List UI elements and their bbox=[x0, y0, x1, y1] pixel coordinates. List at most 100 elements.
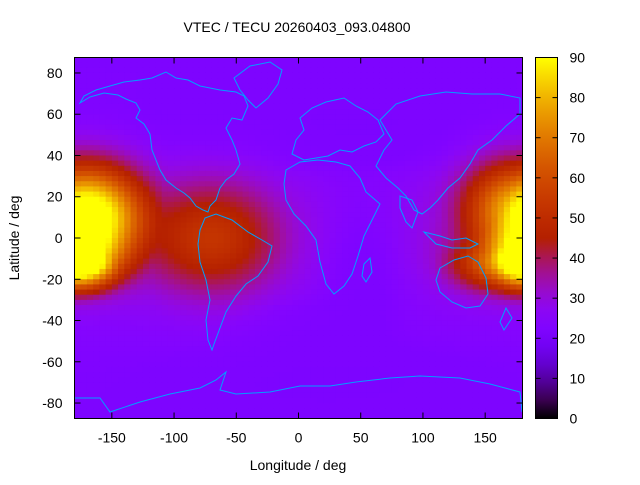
heatmap-cell bbox=[80, 160, 88, 167]
heatmap-cell bbox=[130, 186, 138, 193]
heatmap-cell bbox=[261, 387, 268, 394]
heatmap-cell bbox=[180, 191, 188, 198]
heatmap-cell bbox=[93, 98, 100, 105]
heatmap-cell bbox=[155, 310, 163, 316]
heatmap-cell bbox=[230, 62, 237, 69]
heatmap-cell bbox=[360, 279, 368, 286]
heatmap-cell bbox=[130, 341, 138, 347]
heatmap-cell bbox=[422, 119, 430, 126]
heatmap-cell bbox=[385, 382, 393, 389]
heatmap-cell bbox=[429, 212, 436, 218]
heatmap-cell bbox=[454, 88, 461, 95]
heatmap-cell bbox=[242, 160, 250, 167]
heatmap-cell bbox=[503, 382, 511, 389]
heatmap-cell bbox=[217, 372, 225, 378]
heatmap-cell bbox=[304, 279, 312, 286]
heatmap-cell bbox=[111, 201, 119, 208]
heatmap-cell bbox=[447, 397, 455, 404]
heatmap-cell bbox=[298, 305, 306, 311]
heatmap-cell bbox=[80, 150, 88, 157]
heatmap-cell bbox=[416, 408, 424, 414]
heatmap-cell bbox=[516, 129, 523, 136]
heatmap-cell bbox=[86, 201, 94, 208]
heatmap-cell bbox=[323, 165, 331, 172]
heatmap-cell bbox=[348, 248, 356, 255]
heatmap-cell bbox=[391, 83, 399, 90]
heatmap-cell bbox=[248, 170, 256, 177]
heatmap-cell bbox=[385, 284, 393, 291]
heatmap-cell bbox=[435, 201, 443, 208]
heatmap-cell bbox=[217, 382, 225, 389]
heatmap-cell bbox=[342, 78, 349, 84]
heatmap-cell bbox=[261, 150, 268, 157]
heatmap-cell bbox=[354, 98, 362, 105]
heatmap-cell bbox=[142, 181, 150, 188]
heatmap-cell bbox=[205, 315, 212, 322]
heatmap-cell bbox=[435, 145, 443, 151]
heatmap-cell bbox=[310, 243, 318, 249]
heatmap-cell bbox=[460, 176, 468, 182]
heatmap-cell bbox=[379, 263, 387, 270]
heatmap-cell bbox=[236, 299, 244, 306]
heatmap-cell bbox=[323, 356, 331, 363]
heatmap-cell bbox=[329, 207, 337, 213]
heatmap-cell bbox=[503, 289, 511, 296]
heatmap-cell bbox=[186, 382, 194, 389]
heatmap-cell bbox=[136, 253, 144, 260]
heatmap-cell bbox=[485, 129, 492, 136]
heatmap-cell bbox=[236, 62, 244, 69]
heatmap-cell bbox=[99, 382, 107, 389]
heatmap-cell bbox=[279, 232, 287, 239]
heatmap-cell bbox=[223, 397, 231, 404]
heatmap-cell bbox=[454, 155, 461, 162]
heatmap-cell bbox=[391, 119, 399, 126]
heatmap-cell bbox=[286, 114, 293, 120]
heatmap-cell bbox=[105, 335, 113, 342]
heatmap-cell bbox=[192, 103, 200, 110]
heatmap-cell bbox=[223, 403, 231, 409]
heatmap-cell bbox=[447, 294, 455, 301]
heatmap-cell bbox=[254, 382, 262, 389]
heatmap-cell bbox=[267, 217, 275, 224]
heatmap-cell bbox=[298, 165, 306, 172]
heatmap-cell bbox=[174, 212, 181, 218]
heatmap-cell bbox=[211, 413, 219, 419]
heatmap-cell bbox=[422, 150, 430, 157]
heatmap-cell bbox=[80, 310, 88, 316]
heatmap-cell bbox=[105, 274, 113, 280]
heatmap-cell bbox=[460, 83, 468, 90]
heatmap-cell bbox=[155, 88, 163, 95]
heatmap-cell bbox=[80, 98, 88, 105]
heatmap-cell bbox=[74, 98, 82, 105]
heatmap-cell bbox=[279, 346, 287, 353]
heatmap-cell bbox=[329, 315, 337, 322]
heatmap-cell bbox=[441, 83, 449, 90]
heatmap-cell bbox=[192, 387, 200, 394]
heatmap-cell bbox=[485, 238, 492, 244]
heatmap-cell bbox=[161, 382, 169, 389]
heatmap-cell bbox=[286, 67, 293, 74]
heatmap-cell bbox=[223, 212, 231, 218]
heatmap-cell bbox=[385, 181, 393, 188]
heatmap-cell bbox=[205, 341, 212, 347]
heatmap-cell bbox=[286, 299, 293, 306]
heatmap-cell bbox=[236, 186, 244, 193]
heatmap-cell bbox=[466, 346, 474, 353]
heatmap-cell bbox=[248, 346, 256, 353]
heatmap-cell bbox=[385, 268, 393, 275]
heatmap-cell bbox=[391, 150, 399, 157]
heatmap-cell bbox=[161, 129, 169, 136]
heatmap-cell bbox=[422, 196, 430, 203]
heatmap-cell bbox=[391, 88, 399, 95]
heatmap-cell bbox=[454, 227, 461, 234]
heatmap-cell bbox=[223, 274, 231, 280]
heatmap-cell bbox=[198, 227, 206, 234]
heatmap-cell bbox=[161, 57, 169, 64]
heatmap-cell bbox=[342, 222, 349, 229]
heatmap-cell bbox=[304, 217, 312, 224]
heatmap-cell bbox=[86, 186, 94, 193]
heatmap-cell bbox=[335, 181, 343, 188]
heatmap-cell bbox=[205, 372, 212, 378]
heatmap-cell bbox=[304, 145, 312, 151]
heatmap-cell bbox=[379, 103, 387, 110]
